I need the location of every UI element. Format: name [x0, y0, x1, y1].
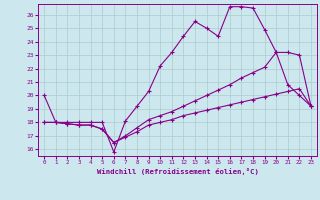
- X-axis label: Windchill (Refroidissement éolien,°C): Windchill (Refroidissement éolien,°C): [97, 168, 259, 175]
